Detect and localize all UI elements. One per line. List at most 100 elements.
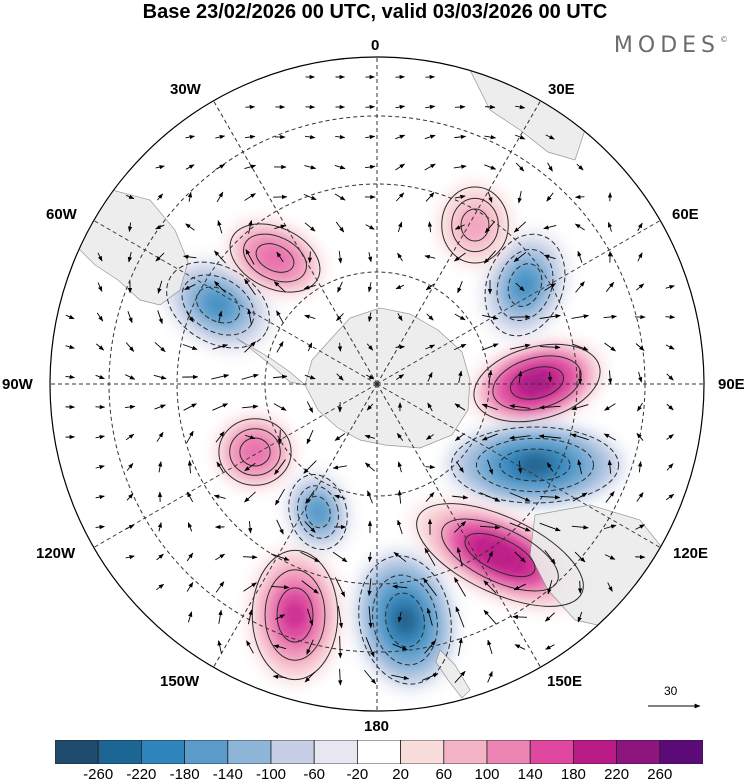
colorbar-swatch: [97, 740, 142, 764]
wind-vector: [244, 164, 257, 170]
colorbar-swatch: [184, 740, 229, 764]
wind-vector: [395, 134, 406, 140]
wind-vector: [544, 549, 556, 565]
wind-vector: [95, 494, 105, 500]
wind-vector: [304, 165, 317, 170]
colorbar-swatch: [356, 740, 401, 764]
wind-vector: [397, 461, 402, 473]
antarctica: [304, 307, 471, 449]
south-america: [74, 189, 189, 306]
wind-vector: [638, 371, 643, 383]
colorbar-tick-label: -180: [169, 766, 200, 783]
reference-vector-value: 30: [664, 684, 678, 698]
wind-vector: [539, 522, 561, 532]
colorbar-tick-label: 260: [647, 766, 673, 783]
wind-vector: [365, 164, 376, 170]
wind-vector: [481, 433, 498, 441]
wind-vector: [157, 310, 163, 325]
wind-vector: [185, 134, 196, 140]
wind-vector: [125, 524, 135, 530]
wind-vector: [395, 344, 405, 350]
wind-vector: [155, 224, 165, 230]
wind-vector: [636, 433, 644, 441]
wind-vector: [306, 401, 314, 413]
wind-vector: [218, 609, 223, 624]
wind-vector: [665, 344, 675, 350]
wind-vector: [514, 134, 526, 140]
wind-vector: [487, 459, 493, 475]
wind-vector: [545, 644, 555, 650]
wind-vector: [242, 554, 258, 560]
wind-vector: [485, 104, 496, 110]
wind-vector: [215, 431, 225, 443]
wind-vector: [424, 134, 436, 140]
wind-vector: [454, 670, 466, 683]
wind-vector: [273, 374, 288, 379]
wind-vector: [303, 193, 317, 201]
wind-vector: [397, 252, 403, 262]
wind-vector: [513, 221, 527, 233]
wind-vector: [397, 611, 403, 623]
wind-vector: [509, 435, 531, 440]
wind-vector: [665, 285, 675, 290]
wind-vector: [426, 607, 433, 626]
wind-vector: [427, 402, 433, 412]
wind-vector: [332, 465, 347, 470]
colorbar-swatch: [573, 740, 618, 764]
contour-set: [450, 426, 620, 504]
anomaly-field: [163, 185, 623, 688]
wind-vector: [338, 250, 343, 264]
wind-vector: [244, 278, 256, 296]
wind-vector: [274, 459, 286, 475]
wind-vector: [304, 314, 316, 319]
wind-vector: [575, 281, 585, 293]
wind-vector: [454, 224, 465, 230]
contour-set: [358, 555, 452, 685]
lon-label-150w: 150W: [160, 673, 200, 690]
wind-vector: [454, 577, 466, 597]
wind-vector: [214, 250, 226, 264]
wind-vector: [397, 519, 403, 535]
wind-vector: [391, 674, 410, 680]
wind-vector: [607, 582, 613, 592]
wind-vector: [539, 345, 561, 350]
wind-vector: [454, 194, 466, 200]
wind-vector: [334, 577, 346, 598]
wind-vector: [337, 606, 344, 629]
wind-vector: [157, 193, 163, 201]
contour-set: [484, 233, 566, 337]
wind-vector: [95, 465, 105, 470]
graticule: [50, 57, 704, 711]
anomaly-negative: [287, 472, 349, 552]
wind-vector: [215, 581, 225, 593]
wind-vector: [637, 252, 643, 262]
wind-vector: [96, 312, 104, 322]
meridian: [213, 383, 378, 668]
wind-vector: [157, 461, 163, 473]
wind-vector: [272, 674, 287, 679]
wind-vector: [545, 134, 555, 140]
wind-vector: [127, 251, 133, 263]
wind-vector: [604, 554, 616, 560]
wind-vector: [397, 313, 403, 322]
wind-vector: [456, 546, 463, 567]
anomaly-positive: [217, 417, 293, 487]
wind-vector: [248, 219, 253, 234]
wind-vector: [155, 252, 165, 262]
wind-vector: [154, 341, 166, 353]
wind-vector: [244, 434, 256, 440]
wind-vector: [97, 282, 103, 292]
wind-vector: [186, 491, 194, 503]
lon-label-30e: 30E: [548, 81, 575, 98]
wind-vector: [635, 283, 645, 291]
colorbar-tick-label: -140: [212, 766, 243, 783]
wind-vector: [514, 551, 526, 563]
wind-vector: [301, 580, 319, 594]
wind-vector: [483, 580, 497, 594]
wind-vector: [547, 580, 553, 595]
wind-vector: [424, 547, 436, 567]
wind-vector: [515, 282, 525, 292]
wind-vector: [483, 609, 497, 625]
meridian: [213, 100, 378, 385]
wind-vector: [65, 344, 75, 349]
